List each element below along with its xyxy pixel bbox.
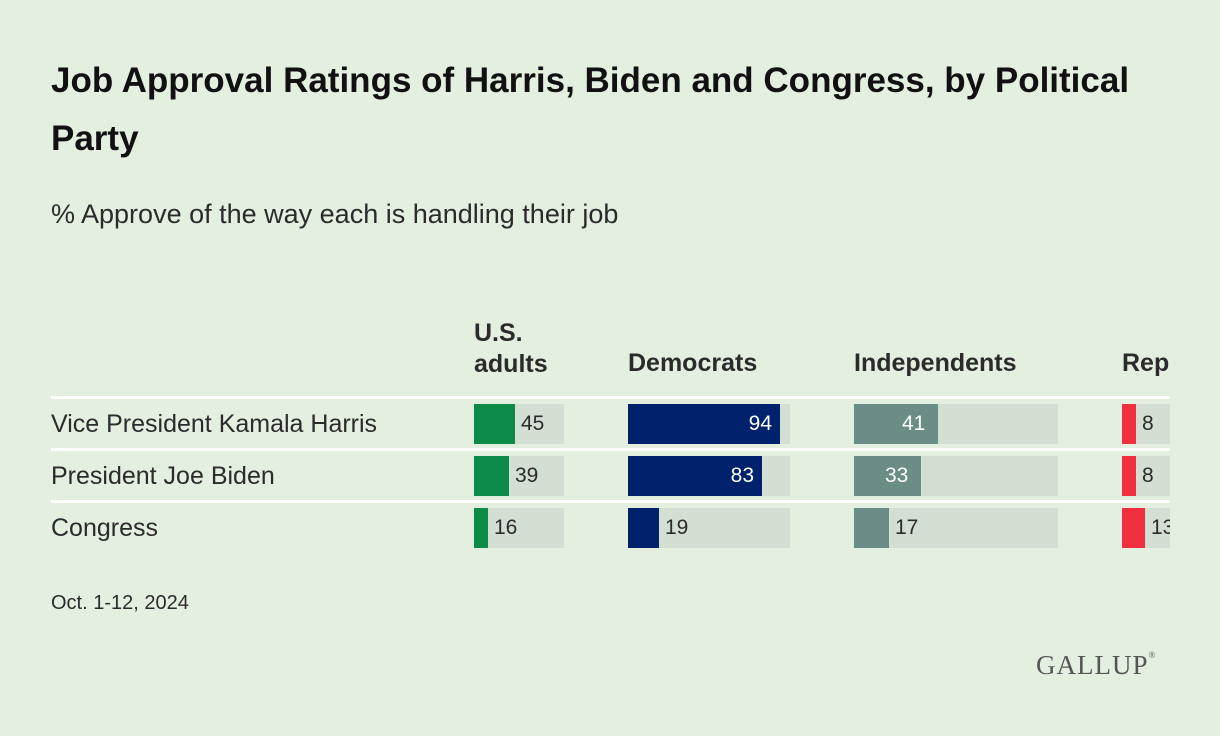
row-label: Congress xyxy=(51,514,158,542)
gallup-logo: GALLUP® xyxy=(1036,650,1156,681)
bar-chart: U.S. adults Democrats Independents Republica… xyxy=(0,300,1170,560)
bar-track: 16 xyxy=(474,508,564,548)
data-label: 39 xyxy=(515,464,539,487)
column-header-line: adults xyxy=(474,350,548,378)
row-divider xyxy=(51,448,1170,451)
data-label: 94 xyxy=(748,412,772,435)
bar xyxy=(628,508,659,548)
bar-track: 33 xyxy=(854,456,1058,496)
bar xyxy=(474,456,509,496)
bar xyxy=(854,508,889,548)
bar-track: 13 xyxy=(1122,508,1170,548)
chart-subtitle: % Approve of the way each is handling th… xyxy=(51,199,619,229)
column-header-democrats: Democrats xyxy=(628,348,757,379)
bar-track: 8 xyxy=(1122,456,1170,496)
bar-track: 8 xyxy=(1122,404,1170,444)
bar-track: 45 xyxy=(474,404,564,444)
bar xyxy=(628,404,780,444)
bar-track: 94 xyxy=(628,404,790,444)
row-label: Vice President Kamala Harris xyxy=(51,410,378,438)
column-header-line: Independents xyxy=(854,349,1017,377)
row-divider xyxy=(51,500,1170,503)
data-label: 41 xyxy=(902,412,926,435)
bar-track: 39 xyxy=(474,456,564,496)
data-label: 8 xyxy=(1142,412,1154,435)
bar xyxy=(1122,456,1136,496)
bar xyxy=(474,508,488,548)
column-header-independents: Independents xyxy=(854,348,1017,379)
column-header-line: U.S. xyxy=(474,319,523,347)
column-header-republicans: Republicans xyxy=(1122,348,1170,379)
bar-track: 19 xyxy=(628,508,790,548)
bar xyxy=(1122,508,1145,548)
chart-title: Job Approval Ratings of Harris, Biden an… xyxy=(51,61,1130,158)
registered-mark-icon: ® xyxy=(1148,650,1157,660)
row-label: President Joe Biden xyxy=(51,462,275,490)
data-label: 17 xyxy=(895,516,919,539)
row-divider xyxy=(51,396,1170,399)
data-label: 33 xyxy=(885,464,909,487)
bar-track: 83 xyxy=(628,456,790,496)
bar xyxy=(854,404,938,444)
bar xyxy=(474,404,515,444)
column-header-line: Democrats xyxy=(628,349,758,377)
data-label: 83 xyxy=(730,464,754,487)
bar-track: 17 xyxy=(854,508,1058,548)
column-header-line: Republicans xyxy=(1122,349,1170,377)
survey-date: Oct. 1-12, 2024 xyxy=(51,592,189,614)
bar xyxy=(854,456,921,496)
data-label: 16 xyxy=(494,516,518,539)
gallup-logo-text: GALLUP xyxy=(1036,650,1149,680)
data-label: 19 xyxy=(665,516,689,539)
column-header-u-s-adults: U.S. adults xyxy=(474,318,548,380)
data-label: 8 xyxy=(1142,464,1154,487)
bar xyxy=(628,456,762,496)
data-label: 13 xyxy=(1151,516,1170,539)
bar-track: 41 xyxy=(854,404,1058,444)
bar xyxy=(1122,404,1136,444)
data-label: 45 xyxy=(521,412,545,435)
